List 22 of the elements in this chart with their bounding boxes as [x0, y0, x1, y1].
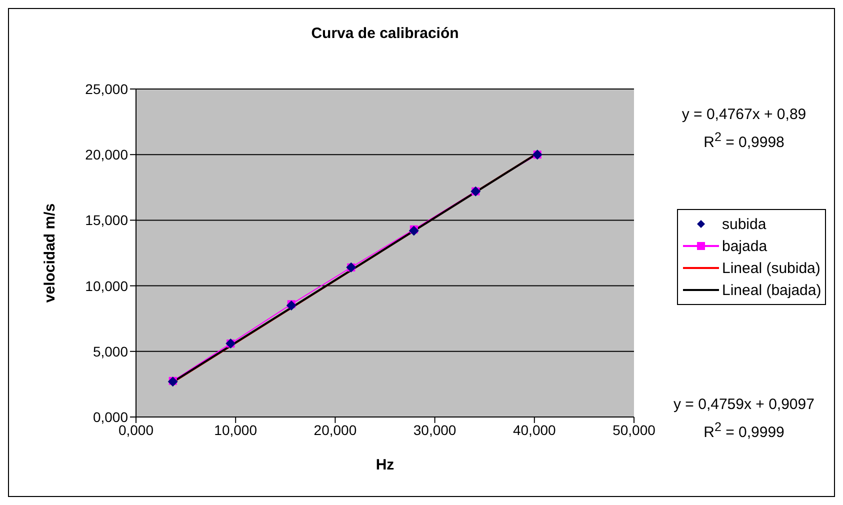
y-tick-label: 5,000 [92, 343, 128, 360]
y-tick-label: 10,000 [85, 278, 128, 294]
legend-label: bajada [722, 238, 768, 254]
text: R$^{2}$ = 0,9999 [704, 420, 784, 441]
x-tick-label: 40,000 [512, 422, 556, 438]
legend-label: Lineal (bajada) [722, 282, 822, 298]
point [408, 226, 419, 236]
y-tick-label: 20,000 [85, 146, 128, 163]
legend-label: subida [722, 216, 766, 232]
legend-label: Lineal (subida) [722, 260, 820, 276]
y-tick-label: 15,000 [85, 212, 128, 228]
x-axis-title: Hz [376, 456, 394, 474]
x-tick-label: 30,000 [413, 422, 456, 438]
text: y = 0,4759x + 0,9097 [674, 396, 814, 413]
x-tick-label: 50,000 [612, 422, 656, 438]
x-tick-label: 20,000 [314, 422, 357, 438]
chart-title: Curva de calibración [310, 25, 460, 42]
text: R$^{2}$ = 0,9998 [704, 130, 784, 151]
x-tick-label: 10,000 [214, 422, 258, 438]
y-axis-title: velocidad m/s [41, 203, 58, 303]
text: y = 0,4767x + 0,89 [682, 106, 806, 123]
y-tick-label: 25,000 [85, 80, 128, 97]
